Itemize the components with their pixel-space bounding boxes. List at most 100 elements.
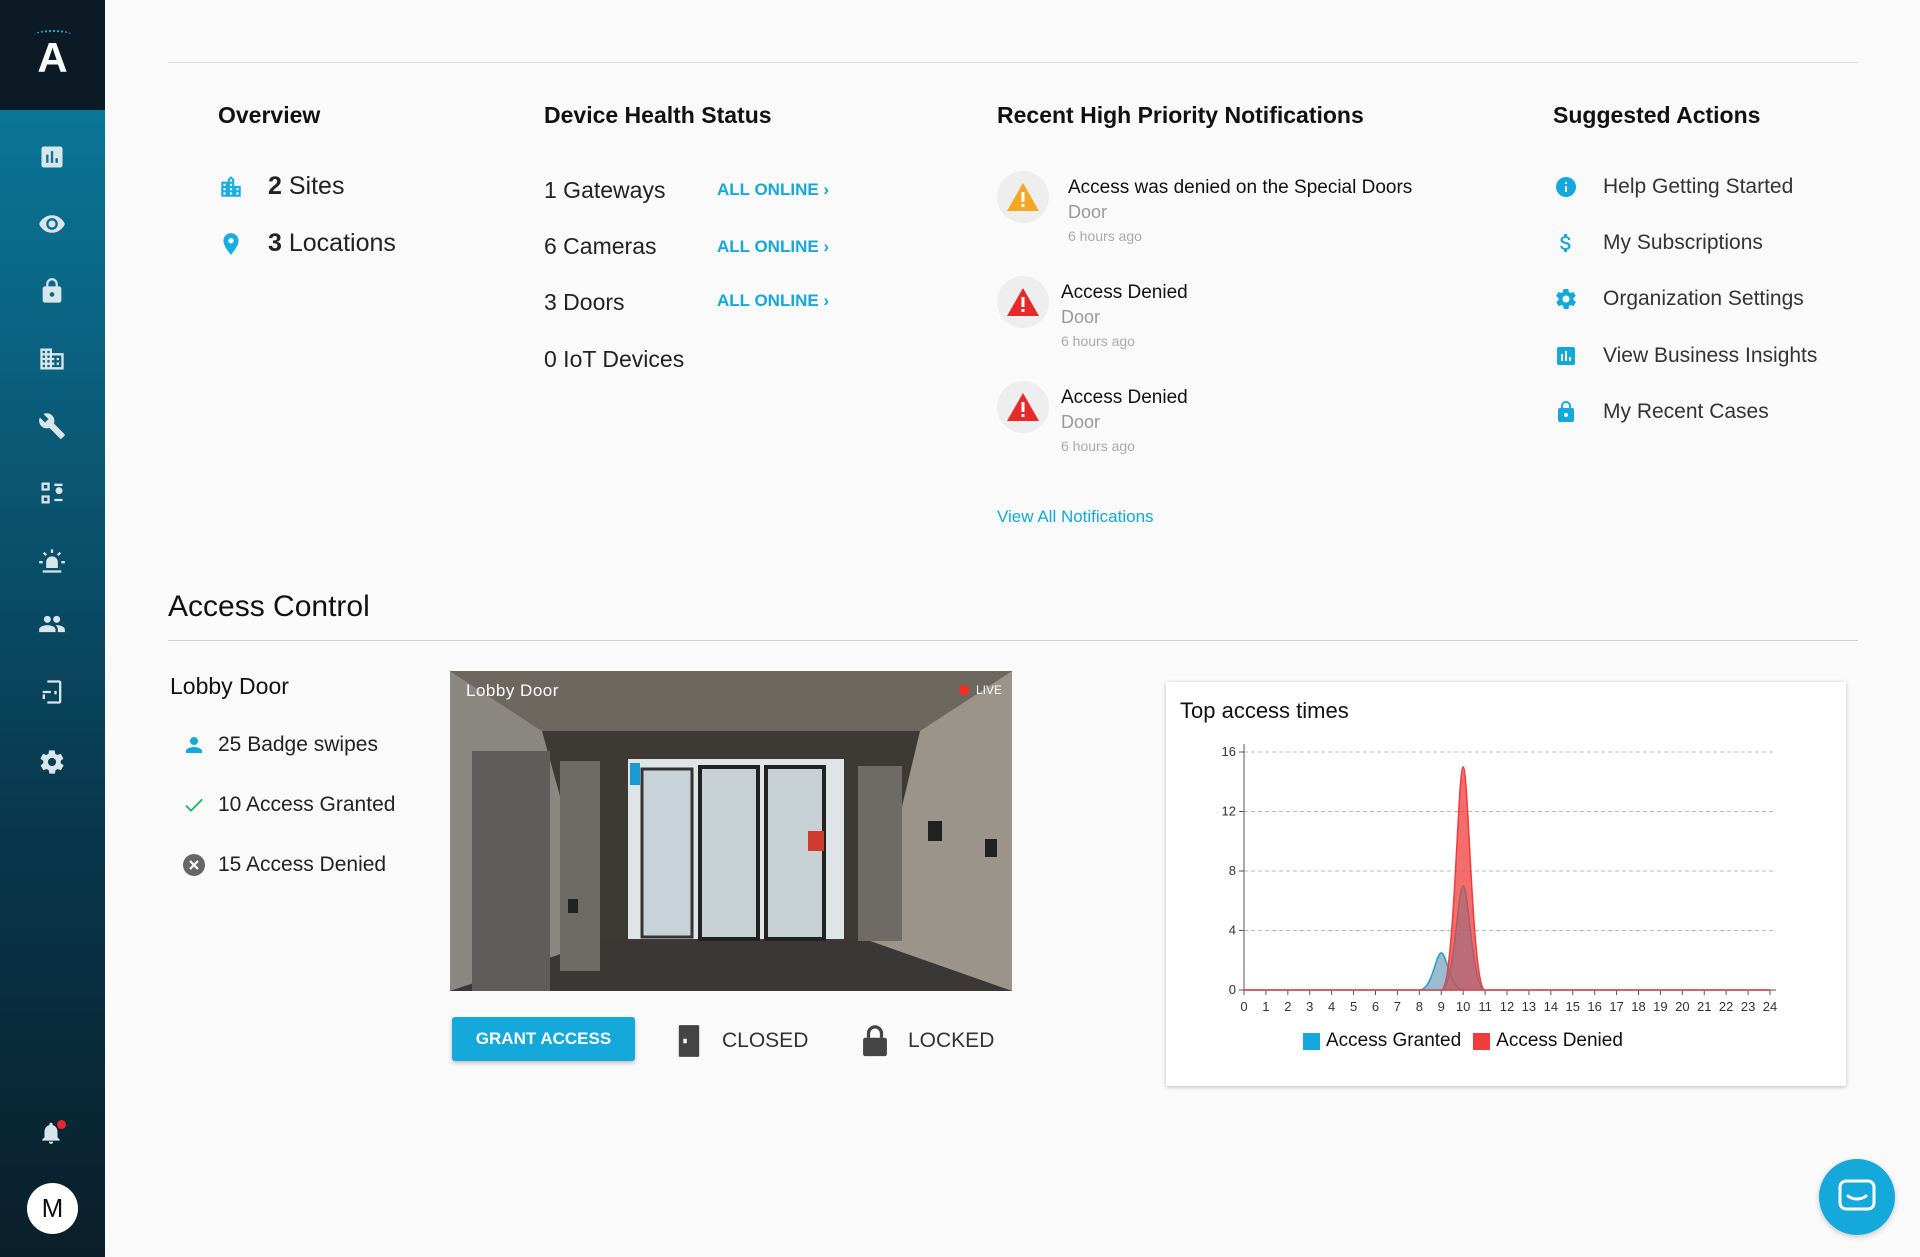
alarm-icon[interactable] <box>36 545 68 577</box>
x-tick-label: 18 <box>1631 999 1645 1014</box>
notification-time: 6 hours ago <box>1068 228 1142 244</box>
lobby-camera-image <box>450 671 1012 991</box>
doors-status-link[interactable]: ALL ONLINE › <box>717 291 830 310</box>
logo[interactable]: A <box>0 0 105 110</box>
x-tick-label: 17 <box>1609 999 1623 1014</box>
checkmark-icon <box>185 798 203 812</box>
wrench-icon[interactable] <box>36 410 68 442</box>
overview-locations[interactable]: 3 Locations <box>218 229 396 258</box>
x-tick-label: 8 <box>1416 999 1423 1014</box>
x-tick-label: 4 <box>1328 999 1335 1014</box>
bar-chart-icon <box>1553 343 1579 369</box>
x-tick-label: 22 <box>1719 999 1733 1014</box>
alert-icon <box>997 381 1049 433</box>
workflow-icon[interactable] <box>36 477 68 509</box>
series-area-granted <box>1244 885 1770 991</box>
camera-feed[interactable]: Lobby Door LIVE <box>450 671 1012 991</box>
lock-icon[interactable] <box>36 275 68 307</box>
analytics-icon[interactable] <box>36 141 68 173</box>
device-row-iot: 0 IoT Devices <box>544 346 685 372</box>
y-tick-label: 16 <box>1222 744 1236 759</box>
x-tick-label: 0 <box>1240 999 1247 1014</box>
live-dot <box>958 685 969 695</box>
locations-label: Locations <box>288 229 396 257</box>
grant-access-button[interactable]: GRANT ACCESS <box>452 1017 635 1061</box>
legend-item-denied[interactable]: Access Denied <box>1473 1030 1623 1052</box>
settings-icon[interactable] <box>36 746 68 778</box>
badge-swipes-label: 25 Badge swipes <box>218 733 378 756</box>
view-all-notifications-link[interactable]: View All Notifications <box>997 507 1154 526</box>
x-tick-label: 9 <box>1438 999 1445 1014</box>
chat-icon <box>1838 1179 1876 1211</box>
chart-title: Top access times <box>1180 698 1349 723</box>
action-my-subscriptions[interactable]: My Subscriptions <box>1553 230 1763 256</box>
y-tick-label: 8 <box>1229 863 1236 878</box>
people-icon[interactable] <box>36 608 68 640</box>
badge-swipes-stat: 25 Badge swipes <box>182 733 378 757</box>
dollar-icon <box>1553 230 1579 256</box>
notification-title: Access Denied <box>1061 282 1188 303</box>
notification-bell-icon[interactable] <box>38 1120 66 1150</box>
x-tick-label: 3 <box>1306 999 1313 1014</box>
y-tick-label: 4 <box>1229 923 1236 938</box>
device-row-gateways: 1 Gateways <box>544 177 666 203</box>
notification-type: Door <box>1061 307 1101 327</box>
live-label: LIVE <box>975 683 1002 697</box>
avatar[interactable]: M <box>27 1183 78 1234</box>
device-row-cameras: 6 Cameras <box>544 233 657 259</box>
notification-time: 6 hours ago <box>1061 438 1135 454</box>
action-organization-settings[interactable]: Organization Settings <box>1553 286 1804 312</box>
access-control-divider <box>168 640 1858 641</box>
notification-type: Door <box>1068 202 1108 222</box>
y-tick-label: 0 <box>1229 982 1236 997</box>
action-label: My Subscriptions <box>1603 231 1763 254</box>
padlock-icon <box>863 1025 887 1057</box>
legend-item-granted[interactable]: Access Granted <box>1303 1030 1461 1052</box>
access-granted-label: 10 Access Granted <box>218 793 396 816</box>
warning-icon <box>997 171 1049 223</box>
overview-title: Overview <box>218 102 321 128</box>
action-label: Organization Settings <box>1603 287 1804 310</box>
locations-count: 3 <box>268 229 282 257</box>
top-divider <box>168 62 1858 63</box>
location-pin-icon <box>223 232 239 255</box>
action-label: View Business Insights <box>1603 344 1818 367</box>
access-granted-stat: 10 Access Granted <box>182 793 395 817</box>
info-icon <box>1553 174 1579 200</box>
legend-swatch-granted <box>1303 1032 1320 1050</box>
chart-legend: Access Granted Access Denied <box>1303 1030 1623 1052</box>
overview-sites[interactable]: 2 Sites <box>218 172 344 201</box>
action-view-business-insights[interactable]: View Business Insights <box>1553 343 1817 369</box>
eye-icon[interactable] <box>36 208 68 240</box>
x-tick-label: 21 <box>1697 999 1711 1014</box>
logo-letter: A <box>37 34 68 81</box>
notifications-title: Recent High Priority Notifications <box>997 102 1364 128</box>
cameras-status-link[interactable]: ALL ONLINE › <box>717 237 830 256</box>
action-label: My Recent Cases <box>1603 400 1769 423</box>
x-tick-label: 6 <box>1372 999 1379 1014</box>
x-tick-label: 16 <box>1587 999 1601 1014</box>
building-icon[interactable] <box>36 343 68 375</box>
legend-label-granted: Access Granted <box>1326 1030 1462 1051</box>
x-tick-label: 23 <box>1741 999 1755 1014</box>
notification-title: Access Denied <box>1061 387 1188 408</box>
x-tick-label: 11 <box>1478 999 1492 1014</box>
x-tick-label: 14 <box>1544 999 1558 1014</box>
chat-support-button[interactable] <box>1819 1159 1895 1235</box>
action-my-recent-cases[interactable]: My Recent Cases <box>1553 399 1769 425</box>
x-tick-label: 12 <box>1500 999 1514 1014</box>
y-tick-label: 12 <box>1222 804 1236 819</box>
gateways-status-link[interactable]: ALL ONLINE › <box>717 180 830 199</box>
sidebar: A M <box>0 0 105 1257</box>
x-tick-label: 20 <box>1675 999 1689 1014</box>
access-denied-stat: 15 Access Denied <box>182 853 386 877</box>
notification-dot <box>57 1120 66 1129</box>
lock-status-label: LOCKED <box>908 1029 995 1052</box>
x-tick-label: 10 <box>1456 999 1470 1014</box>
x-tick-label: 13 <box>1522 999 1536 1014</box>
door-status-label: CLOSED <box>722 1029 809 1052</box>
x-tick-label: 1 <box>1262 999 1269 1014</box>
action-help-getting-started[interactable]: Help Getting Started <box>1553 174 1793 200</box>
door-badge-icon[interactable] <box>36 676 68 708</box>
